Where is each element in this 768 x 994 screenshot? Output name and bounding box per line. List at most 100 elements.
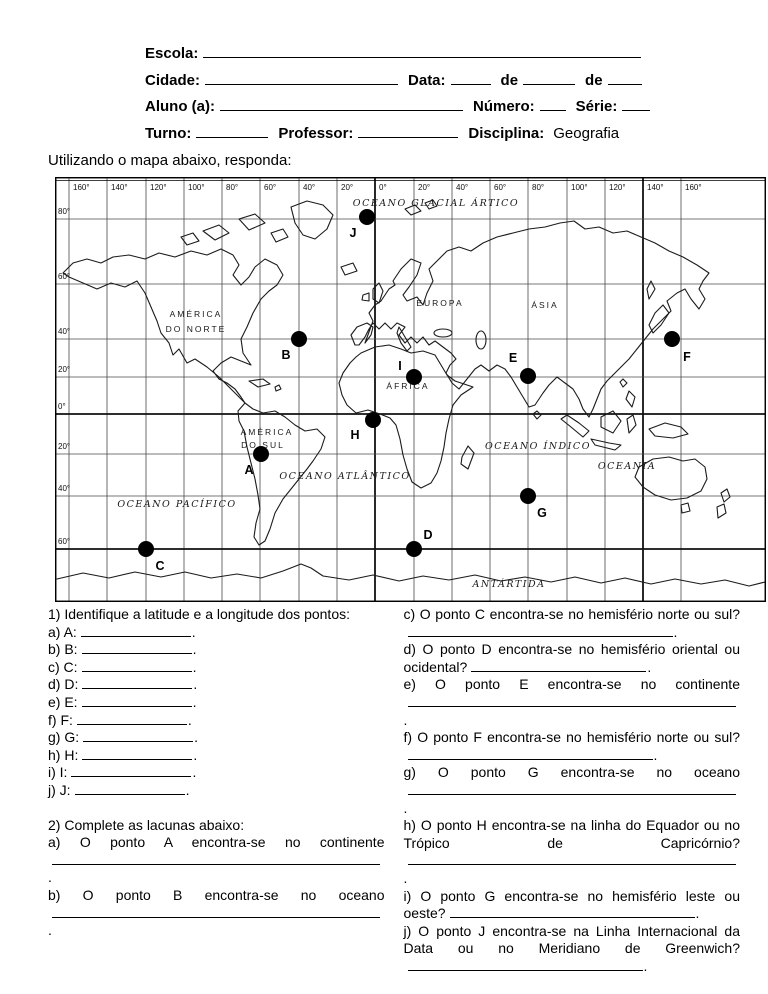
de-label-1: de bbox=[500, 71, 519, 89]
africa-label: ÁFRICA bbox=[386, 381, 429, 391]
map-point-B: B bbox=[281, 331, 307, 362]
question-2b: b) O ponto B encontra-se no oceano. bbox=[48, 886, 385, 939]
question-2j: j) O ponto J encontra-se na Linha Intern… bbox=[403, 922, 741, 974]
svg-text:40°: 40° bbox=[58, 484, 70, 493]
cidade-label: Cidade: bbox=[145, 71, 201, 89]
data-month-blank bbox=[523, 71, 576, 85]
svg-text:100°: 100° bbox=[571, 183, 588, 192]
data-day-blank bbox=[450, 71, 491, 85]
question-2c: c) O ponto C encontra-se no hemisfério n… bbox=[403, 606, 741, 640]
serie-label: Série: bbox=[575, 98, 618, 115]
longitude-tick-labels: 160° 140° 120° 100° 80° 60° 40° 20° 0° 2… bbox=[73, 183, 702, 192]
svg-text:H: H bbox=[350, 428, 359, 442]
answer-blank-2h bbox=[407, 853, 736, 866]
question-2a: a) O ponto A encontra-se no continente. bbox=[48, 834, 385, 886]
answer-blank-1g bbox=[83, 730, 194, 743]
svg-text:160°: 160° bbox=[73, 183, 90, 192]
map-point-J: J bbox=[350, 209, 375, 240]
turno-label: Turno: bbox=[145, 124, 192, 142]
map-point-H: H bbox=[350, 412, 381, 442]
question-2h: h) O ponto H encontra-se na linha do Equ… bbox=[403, 817, 741, 886]
aluno-blank bbox=[219, 97, 463, 111]
answer-blank-1a bbox=[80, 625, 191, 637]
svg-text:60°: 60° bbox=[58, 272, 70, 281]
cidade-blank bbox=[205, 71, 399, 85]
question-1a: a) A:. bbox=[48, 623, 196, 640]
escola-blank bbox=[203, 44, 642, 58]
continent-outlines bbox=[56, 199, 766, 587]
svg-text:C: C bbox=[155, 559, 164, 573]
header-row-escola: Escola: bbox=[145, 44, 655, 71]
answer-blank-2i bbox=[449, 906, 695, 919]
map-point-E: E bbox=[509, 351, 536, 384]
numero-label: Número: bbox=[472, 98, 535, 115]
spacer bbox=[48, 800, 385, 817]
indian-ocean-label: OCEANO ÍNDICO bbox=[485, 440, 591, 452]
worksheet-header: Escola: Cidade: Data: de de Aluno (a): N… bbox=[145, 44, 655, 150]
question-2-intro: 2) Complete as lacunas abaixo: bbox=[48, 816, 245, 833]
svg-text:80°: 80° bbox=[226, 183, 238, 192]
map-point-A: A bbox=[244, 446, 269, 477]
svg-text:120°: 120° bbox=[150, 183, 167, 192]
world-map: 160° 140° 120° 100° 80° 60° 40° 20° 0° 2… bbox=[54, 176, 767, 607]
question-1-intro: 1) Identifique a latitude e a longitude … bbox=[48, 606, 350, 622]
svg-text:I: I bbox=[398, 359, 401, 373]
svg-text:J: J bbox=[350, 226, 357, 240]
south-america-label-1: AMÉRICA bbox=[241, 427, 294, 437]
svg-text:20°: 20° bbox=[58, 365, 70, 374]
question-2d: d) O ponto D encontra-se no hemisfério o… bbox=[403, 641, 741, 675]
svg-text:60°: 60° bbox=[494, 183, 506, 192]
atlantic-ocean-label: OCEANO ATLÂNTICO bbox=[279, 470, 410, 482]
map-point-I: I bbox=[398, 359, 422, 385]
svg-text:140°: 140° bbox=[647, 183, 664, 192]
question-1f: f) F:. bbox=[48, 711, 192, 728]
svg-text:40°: 40° bbox=[58, 327, 70, 336]
answer-blank-2j bbox=[407, 959, 643, 971]
question-2i: i) O ponto G encontra-se no hemisfério l… bbox=[403, 887, 741, 922]
map-grid-meridians bbox=[68, 177, 682, 601]
question-1j: j) J:. bbox=[48, 781, 190, 798]
data-year-blank bbox=[607, 71, 642, 85]
answer-blank-2d bbox=[471, 660, 647, 672]
escola-label: Escola: bbox=[145, 45, 199, 62]
question-1e: e) E:. bbox=[48, 693, 197, 710]
map-point-F: F bbox=[664, 331, 691, 364]
header-row-cidade: Cidade: Data: de de bbox=[145, 71, 655, 98]
professor-label: Professor: bbox=[278, 124, 354, 142]
answer-blank-1c bbox=[81, 660, 192, 672]
answer-blank-1b bbox=[81, 642, 192, 655]
question-2f: f) O ponto F encontra-se no hemisfério n… bbox=[403, 729, 741, 763]
svg-text:60°: 60° bbox=[58, 537, 70, 546]
asia-label: ÁSIA bbox=[531, 300, 558, 310]
svg-text:0°: 0° bbox=[58, 402, 66, 411]
header-row-turno: Turno: Professor: Disciplina: Geografia bbox=[145, 124, 655, 151]
turno-blank bbox=[196, 124, 269, 138]
svg-text:40°: 40° bbox=[303, 183, 315, 192]
aluno-label: Aluno (a): bbox=[145, 98, 215, 115]
north-america-label-2: DO NORTE bbox=[166, 324, 227, 334]
svg-text:80°: 80° bbox=[532, 183, 544, 192]
arctic-ocean-label: OCEANO GLACIAL ÁRTICO bbox=[353, 197, 519, 209]
question-1c: c) C:. bbox=[48, 658, 197, 675]
question-1g: g) G:. bbox=[48, 729, 199, 746]
svg-text:160°: 160° bbox=[685, 183, 702, 192]
svg-text:D: D bbox=[423, 528, 432, 542]
pacific-ocean-label: OCEANO PACÍFICO bbox=[117, 498, 236, 510]
svg-text:E: E bbox=[509, 351, 517, 365]
south-america-label-2: DO SUL bbox=[241, 440, 285, 450]
svg-text:B: B bbox=[281, 348, 290, 362]
questions-column-right: c) O ponto C encontra-se no hemisfério n… bbox=[404, 606, 741, 975]
question-1i: i) I:. bbox=[48, 764, 197, 781]
svg-text:20°: 20° bbox=[341, 183, 353, 192]
map-point-C: C bbox=[138, 541, 165, 573]
question-1b: b) B:. bbox=[48, 641, 197, 658]
data-label: Data: bbox=[408, 71, 446, 89]
svg-text:G: G bbox=[537, 506, 547, 520]
answer-blank-2f bbox=[407, 748, 653, 760]
numero-blank bbox=[539, 97, 566, 111]
map-region-labels: OCEANO GLACIAL ÁRTICO AMÉRICA DO NORTE E… bbox=[117, 197, 654, 590]
world-map-svg: 160° 140° 120° 100° 80° 60° 40° 20° 0° 2… bbox=[54, 176, 767, 603]
north-america-label-1: AMÉRICA bbox=[170, 309, 223, 319]
answer-blank-2e bbox=[407, 695, 736, 707]
svg-text:40°: 40° bbox=[456, 183, 468, 192]
